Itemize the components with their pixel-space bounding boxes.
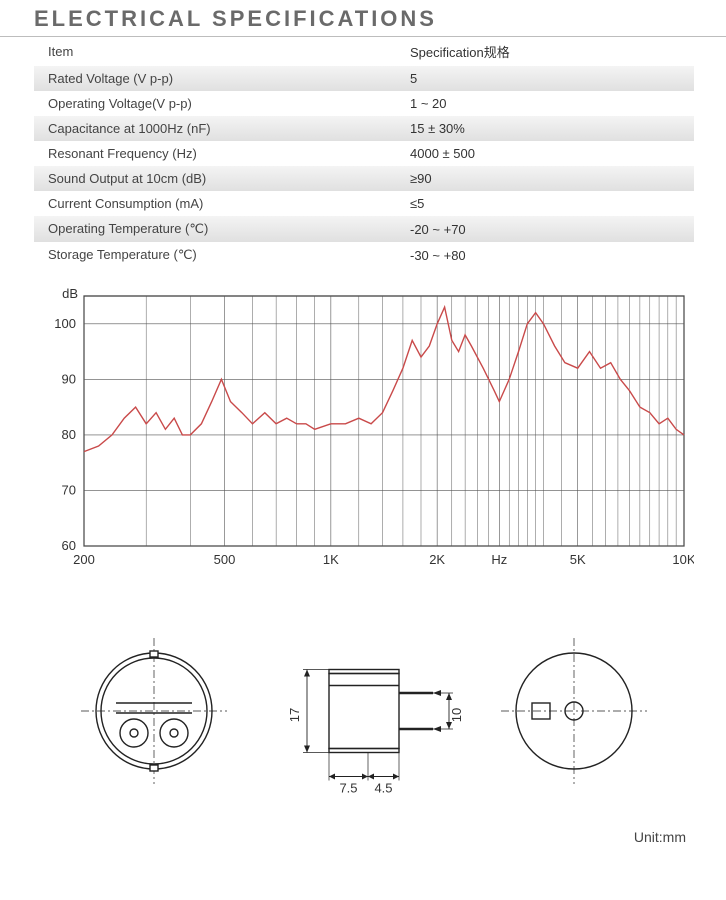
- svg-text:100: 100: [54, 316, 76, 331]
- section-title: ELECTRICAL SPECIFICATIONS: [0, 0, 726, 37]
- table-row: Sound Output at 10cm (dB)≥90: [34, 166, 694, 191]
- svg-text:60: 60: [62, 538, 76, 553]
- spec-value: -20 ~ +70: [396, 216, 694, 242]
- spec-value: 1 ~ 20: [396, 91, 694, 116]
- spec-value: ≥90: [396, 166, 694, 191]
- spec-label: Resonant Frequency (Hz): [34, 141, 396, 166]
- svg-text:dB: dB: [62, 286, 78, 301]
- spec-label: Current Consumption (mA): [34, 191, 396, 216]
- svg-text:80: 80: [62, 427, 76, 442]
- spec-label: Operating Temperature (℃): [34, 216, 396, 242]
- spec-table: ItemSpecification规格Rated Voltage (V p-p)…: [34, 37, 694, 268]
- spec-label: Rated Voltage (V p-p): [34, 66, 396, 91]
- spec-label: Storage Temperature (℃): [34, 242, 396, 268]
- frequency-response-chart: 60 70 80 90 100 dB 200 500 1K 2K Hz 5K 10K: [34, 286, 694, 581]
- table-row: Current Consumption (mA)≤5: [34, 191, 694, 216]
- svg-text:500: 500: [214, 552, 236, 567]
- svg-text:1K: 1K: [323, 552, 339, 567]
- svg-text:4.5: 4.5: [374, 781, 392, 796]
- table-row: Rated Voltage (V p-p)5: [34, 66, 694, 91]
- table-row: Storage Temperature (℃)-30 ~ +80: [34, 242, 694, 268]
- spec-value: 5: [396, 66, 694, 91]
- svg-text:7.5: 7.5: [339, 781, 357, 796]
- table-row: Operating Temperature (℃)-20 ~ +70: [34, 216, 694, 242]
- spec-value: 4000 ± 500: [396, 141, 694, 166]
- table-row: Operating Voltage(V p-p)1 ~ 20: [34, 91, 694, 116]
- table-header-item: Item: [34, 37, 396, 66]
- spec-label: Sound Output at 10cm (dB): [34, 166, 396, 191]
- spec-value: ≤5: [396, 191, 694, 216]
- svg-text:5K: 5K: [570, 552, 586, 567]
- svg-text:17: 17: [287, 708, 302, 722]
- mechanical-diagrams: 17 10 7.5 4.5: [34, 611, 694, 811]
- unit-label: Unit:mm: [0, 829, 686, 845]
- spec-value: -30 ~ +80: [396, 242, 694, 268]
- svg-text:2K: 2K: [429, 552, 445, 567]
- svg-text:90: 90: [62, 371, 76, 386]
- svg-text:70: 70: [62, 482, 76, 497]
- spec-value: 15 ± 30%: [396, 116, 694, 141]
- table-row: Resonant Frequency (Hz)4000 ± 500: [34, 141, 694, 166]
- svg-text:200: 200: [73, 552, 95, 567]
- table-row: Capacitance at 1000Hz (nF)15 ± 30%: [34, 116, 694, 141]
- spec-label: Capacitance at 1000Hz (nF): [34, 116, 396, 141]
- spec-label: Operating Voltage(V p-p): [34, 91, 396, 116]
- svg-text:10: 10: [449, 708, 464, 722]
- svg-text:10K: 10K: [672, 552, 694, 567]
- svg-text:Hz: Hz: [491, 552, 507, 567]
- table-header-spec: Specification规格: [396, 37, 694, 66]
